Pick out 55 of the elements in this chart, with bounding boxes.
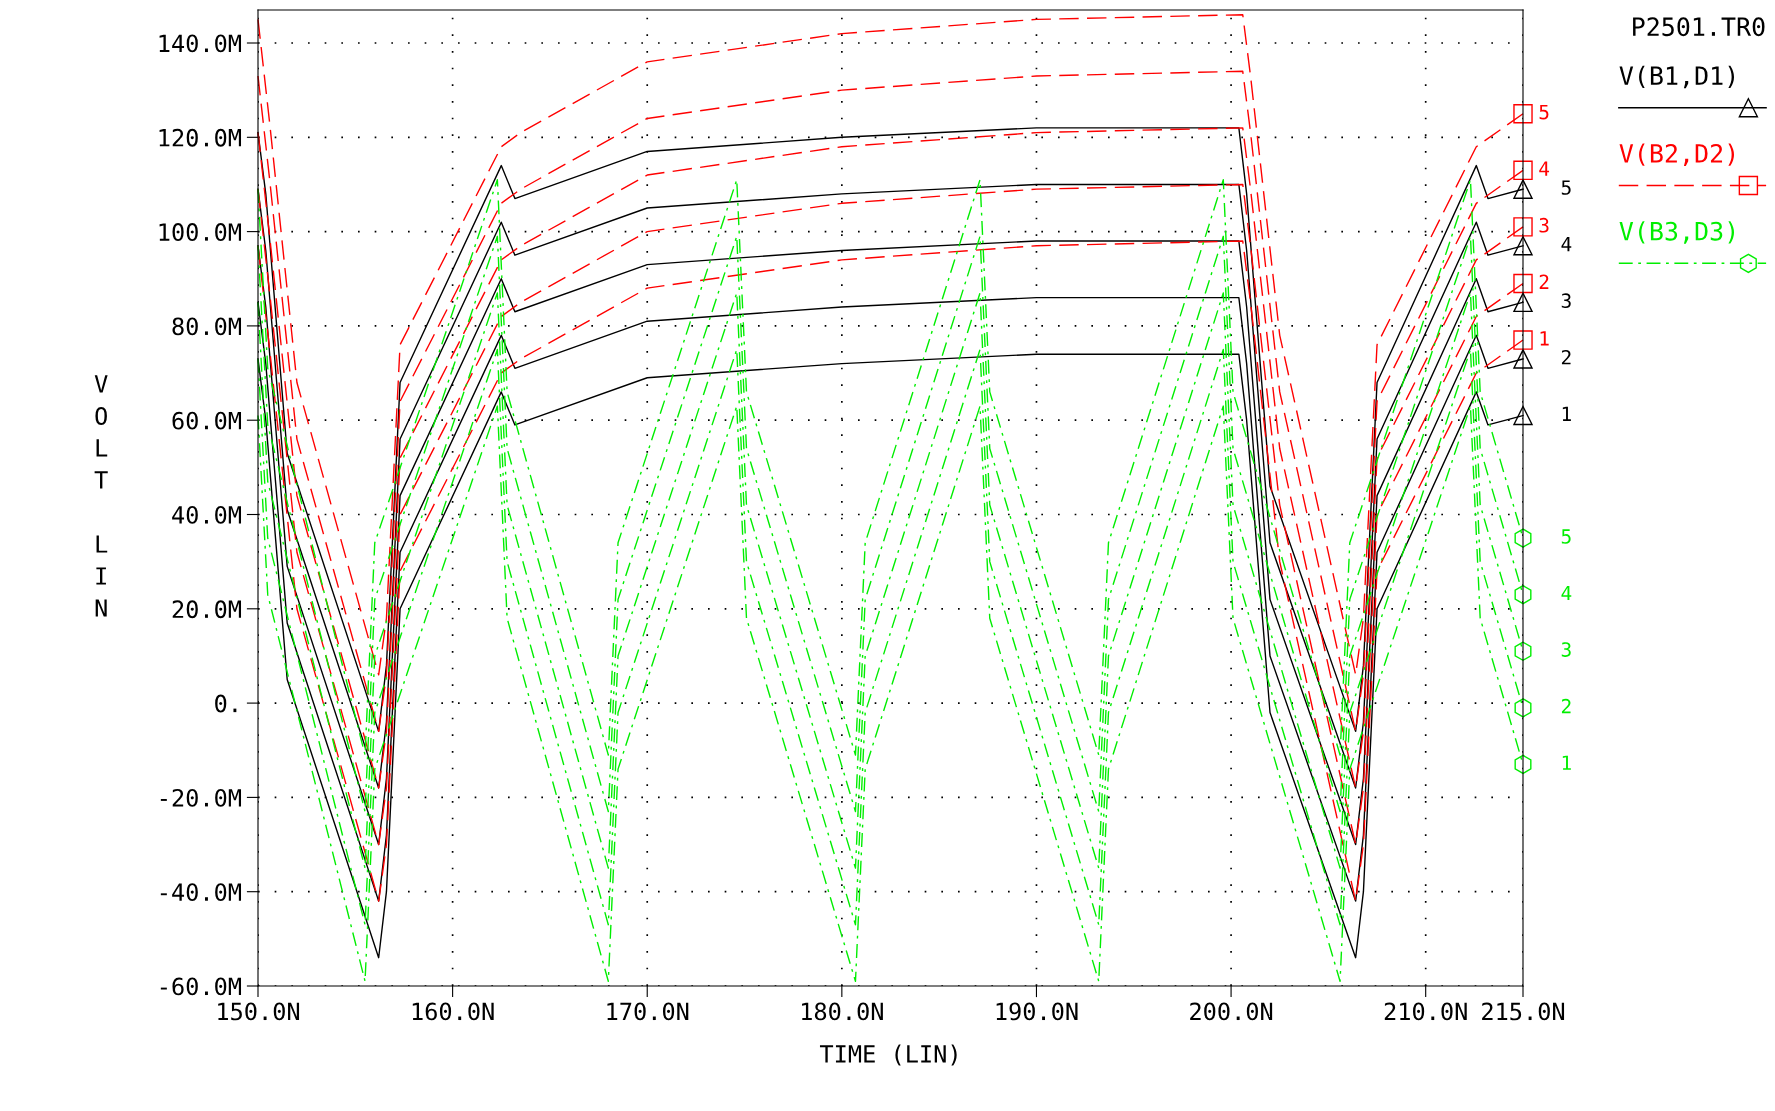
series-label: 4 <box>1561 236 1572 252</box>
x-tick-label: 180.0N <box>802 1002 883 1021</box>
y-tick-label: 120.0M <box>159 128 242 147</box>
text: VOLT LIN <box>94 375 108 617</box>
point <box>1514 698 1532 718</box>
series-label: 5 <box>1539 104 1549 120</box>
x-tick-label: 210.0N <box>1384 1002 1467 1021</box>
x-tick-label: 215.0N <box>1482 1002 1565 1021</box>
series-label: 3 <box>1561 642 1571 657</box>
y-tick-label: 60.0M <box>172 411 242 430</box>
x-axis-title: TIME (LIN) <box>819 1044 957 1066</box>
point <box>1514 584 1532 605</box>
text: V(B2,D2) <box>1619 143 1735 167</box>
y-tick-label: 40.0M <box>172 506 242 524</box>
x-tick-label: 200.0N <box>1190 1002 1273 1021</box>
y-tick-label: -40.0M <box>160 883 242 902</box>
y-tick-label: 0. <box>215 694 237 713</box>
text: V(B1,D1) <box>1619 65 1735 89</box>
y-tick-label: -20.0M <box>160 788 242 807</box>
x-tick-label: 170.0N <box>607 1002 689 1021</box>
series-label: 3 <box>1539 217 1549 233</box>
y-tick-label: -60.0M <box>160 977 242 996</box>
point <box>1514 754 1532 775</box>
y-tick-label: 20.0M <box>172 600 242 619</box>
point <box>1513 217 1533 237</box>
x-tick-label: 190.0N <box>996 1002 1078 1021</box>
series-label: 5 <box>1561 529 1571 544</box>
y-tick-label: 100.0M <box>159 223 242 241</box>
series-label: 2 <box>1539 274 1549 289</box>
series-label: 3 <box>1561 293 1571 309</box>
series-label: 4 <box>1561 585 1572 601</box>
series-label: 1 <box>1540 331 1549 346</box>
point <box>1513 236 1533 256</box>
series-label: 4 <box>1539 161 1550 176</box>
point <box>1514 641 1532 661</box>
series-label: 2 <box>1561 349 1571 365</box>
series-label: 5 <box>1561 180 1571 195</box>
y-tick-label: 80.0M <box>172 317 242 336</box>
point <box>1513 330 1533 350</box>
series-label: 2 <box>1561 698 1571 714</box>
text: V(B3,D3) <box>1619 221 1735 244</box>
x-tick-label: 160.0N <box>412 1002 494 1021</box>
y-tick-label: 140.0M <box>159 34 242 53</box>
point <box>1513 104 1533 124</box>
point <box>1513 160 1533 181</box>
point <box>1514 528 1532 548</box>
point <box>1513 273 1533 294</box>
point <box>1513 405 1533 426</box>
x-tick-label: 150.0N <box>218 1002 300 1021</box>
text: P2501.TR0 <box>1633 17 1765 37</box>
point <box>1513 349 1533 369</box>
point <box>1513 292 1533 313</box>
series-label: 1 <box>1562 755 1571 770</box>
point <box>1513 179 1533 199</box>
series-label: 1 <box>1562 406 1571 421</box>
